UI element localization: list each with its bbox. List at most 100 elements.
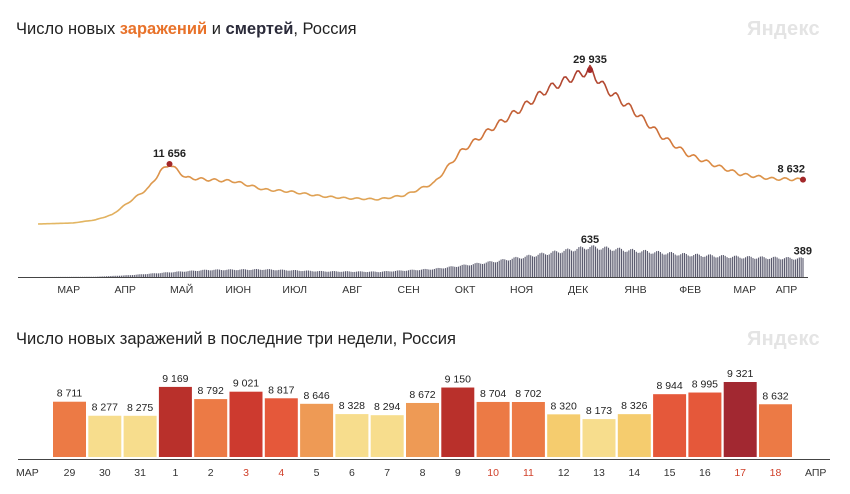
x-tick-label-9: НОЯ	[510, 284, 533, 296]
death-bar	[748, 256, 750, 277]
death-bar	[419, 270, 421, 277]
death-bar	[526, 255, 528, 277]
death-bar	[211, 270, 213, 277]
death-bar	[154, 273, 156, 277]
death-bar	[772, 256, 774, 277]
death-bar	[159, 273, 161, 277]
x-tick-label-6: АВГ	[342, 284, 362, 296]
death-bar	[469, 265, 471, 277]
death-bar	[578, 247, 580, 277]
death-bar	[431, 269, 434, 277]
bar-8	[406, 402, 439, 457]
day-label-14: 14	[628, 467, 640, 479]
death-bar	[741, 258, 743, 277]
death-bar	[787, 257, 789, 277]
death-bar	[170, 272, 172, 277]
day-label-4: 4	[278, 467, 284, 479]
death-bar	[409, 269, 411, 277]
death-bar	[778, 258, 780, 277]
death-bar	[685, 253, 687, 277]
death-bar	[552, 251, 554, 277]
death-bar	[193, 270, 195, 277]
death-bar	[343, 271, 345, 277]
death-bar	[146, 274, 148, 277]
death-bar	[695, 253, 697, 277]
death-bar	[150, 273, 152, 277]
death-bar	[715, 257, 717, 277]
day-label-12: 12	[558, 467, 570, 479]
death-bar	[750, 256, 752, 277]
bar-14	[617, 414, 651, 457]
death-bar	[800, 257, 802, 277]
x-tick-label-12: ФЕВ	[679, 284, 701, 296]
death-bar	[802, 258, 804, 277]
death-bar	[696, 253, 698, 277]
death-bar	[189, 270, 191, 277]
bar-label-5: 8 646	[303, 390, 329, 402]
death-bar	[283, 269, 285, 277]
death-bar	[691, 256, 693, 277]
death-bar	[682, 253, 684, 277]
death-bar	[126, 275, 128, 277]
death-bar	[719, 256, 721, 277]
death-bar	[311, 271, 313, 277]
death-bar	[444, 268, 447, 277]
x-tick-label-11: ЯНВ	[624, 284, 646, 296]
case-value-label-2: 29 935	[573, 54, 607, 66]
death-bar	[331, 271, 334, 277]
title-and: и	[207, 20, 226, 38]
death-bar	[476, 262, 478, 277]
death-bar	[585, 249, 587, 277]
death-bar	[322, 271, 324, 277]
death-bar	[330, 271, 332, 277]
death-bar	[100, 276, 102, 277]
death-bar	[270, 269, 272, 277]
death-bar	[278, 269, 280, 277]
death-bar	[770, 257, 773, 277]
death-bar	[357, 271, 359, 277]
death-bar	[222, 270, 224, 277]
bar-label-2: 8 792	[198, 385, 224, 397]
death-bar	[300, 271, 302, 277]
day-label-7: 7	[384, 467, 390, 479]
death-bar	[576, 248, 578, 277]
case-peak-dot-1	[166, 161, 173, 168]
death-bar	[761, 256, 763, 277]
death-bar	[615, 249, 617, 277]
bar-label-18: 8 632	[762, 390, 788, 402]
axis-start-month: МАР	[16, 467, 39, 479]
death-bar	[174, 271, 176, 277]
death-bar	[561, 252, 563, 277]
death-bar	[517, 257, 519, 277]
bar-2	[194, 399, 228, 457]
death-bar	[443, 268, 445, 277]
death-bar	[706, 255, 708, 277]
death-bar	[317, 271, 319, 277]
death-bar	[563, 250, 565, 277]
death-bar	[537, 254, 539, 277]
death-bar	[467, 265, 469, 277]
death-bar	[441, 268, 443, 277]
death-bar	[115, 275, 117, 277]
bar-6	[335, 414, 369, 457]
death-bar	[724, 255, 726, 277]
death-bar	[341, 271, 343, 277]
death-bar	[670, 251, 673, 277]
death-bar	[161, 272, 163, 277]
death-bar	[241, 269, 243, 277]
death-bar	[483, 263, 485, 277]
death-bar	[463, 264, 465, 277]
death-bar	[417, 270, 419, 277]
death-bar	[124, 275, 126, 277]
death-bar	[194, 270, 196, 277]
day-label-5: 5	[314, 467, 320, 479]
death-bar	[752, 258, 754, 277]
title-deaths: смертей	[225, 20, 294, 38]
death-bar	[350, 271, 352, 277]
death-bar	[504, 259, 506, 277]
death-bar	[550, 252, 552, 277]
death-bar	[131, 275, 134, 277]
bar-10	[476, 401, 510, 457]
death-bar	[509, 260, 511, 277]
